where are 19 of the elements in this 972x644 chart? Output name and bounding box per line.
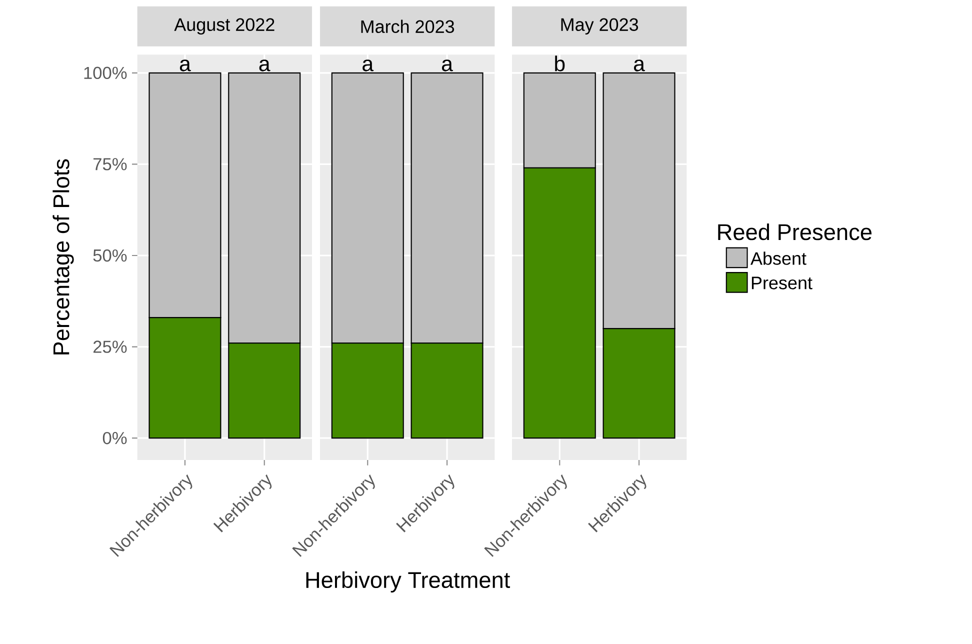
y-tick-label: 50% bbox=[93, 249, 127, 262]
y-tick-label: 75% bbox=[93, 158, 127, 170]
annotation: a bbox=[362, 60, 374, 72]
chart-title: August 2022 bbox=[174, 18, 274, 35]
x-axis-title: Herbivory Treatment bbox=[306, 571, 510, 593]
legend-label: Absent bbox=[750, 252, 806, 265]
legend-label: Present bbox=[752, 276, 812, 290]
y-tick-label: 0% bbox=[102, 432, 127, 444]
annotation: b bbox=[555, 56, 565, 72]
y-tick-label: 25% bbox=[93, 340, 127, 353]
annotation: a bbox=[442, 60, 453, 72]
annotation: a bbox=[259, 60, 270, 72]
annotation: a bbox=[634, 60, 645, 72]
legend-title: Reed Presence bbox=[718, 224, 872, 240]
chart-title: March 2023 bbox=[361, 20, 454, 33]
chart-title: May 2023 bbox=[561, 18, 638, 35]
y-axis-title: Percentage of Plots bbox=[52, 159, 74, 354]
annotation: a bbox=[180, 60, 191, 72]
y-tick-label: 100% bbox=[84, 66, 127, 80]
